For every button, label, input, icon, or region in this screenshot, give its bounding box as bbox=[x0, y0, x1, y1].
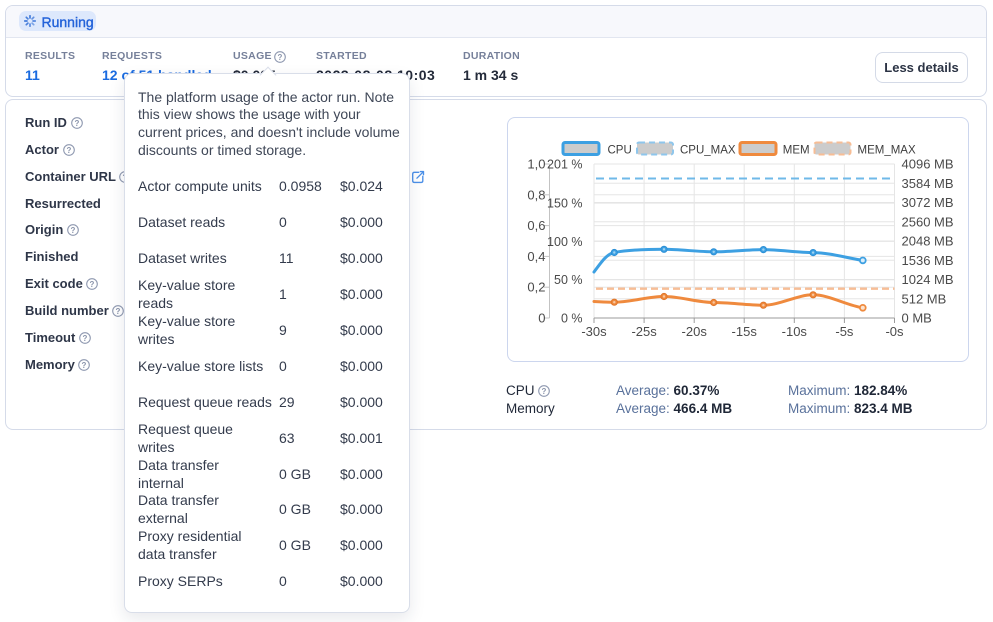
svg-text:?: ? bbox=[116, 307, 121, 316]
svg-text:0,2: 0,2 bbox=[527, 280, 545, 295]
svg-text:?: ? bbox=[82, 334, 87, 343]
svg-text:50 %: 50 % bbox=[554, 273, 583, 287]
svg-text:-0s: -0s bbox=[885, 324, 904, 339]
svg-text:?: ? bbox=[542, 387, 547, 396]
svg-text:2560 MB: 2560 MB bbox=[901, 214, 953, 229]
svg-text:1536 MB: 1536 MB bbox=[901, 253, 953, 268]
svg-text:?: ? bbox=[70, 226, 75, 235]
svg-text:201 %: 201 % bbox=[547, 158, 582, 172]
svg-text:1024 MB: 1024 MB bbox=[901, 272, 953, 287]
svg-text:-10s: -10s bbox=[781, 324, 807, 339]
svg-text:?: ? bbox=[66, 145, 71, 154]
svg-text:-25s: -25s bbox=[631, 324, 657, 339]
svg-text:0,8: 0,8 bbox=[527, 187, 545, 202]
svg-text:100 %: 100 % bbox=[547, 235, 582, 249]
svg-text:512 MB: 512 MB bbox=[901, 291, 946, 306]
svg-text:-20s: -20s bbox=[681, 324, 707, 339]
svg-text:MEM_MAX: MEM_MAX bbox=[857, 145, 915, 157]
svg-text:CPU_MAX: CPU_MAX bbox=[680, 145, 736, 157]
svg-text:?: ? bbox=[90, 280, 95, 289]
svg-text:2048 MB: 2048 MB bbox=[901, 234, 953, 249]
svg-text:150 %: 150 % bbox=[547, 197, 582, 211]
svg-text:-15s: -15s bbox=[731, 324, 757, 339]
svg-text:-30s: -30s bbox=[581, 324, 607, 339]
svg-text:0: 0 bbox=[538, 311, 545, 326]
svg-text:0 MB: 0 MB bbox=[901, 311, 931, 326]
svg-text:?: ? bbox=[74, 118, 79, 127]
svg-text:?: ? bbox=[277, 52, 282, 61]
svg-text:0,6: 0,6 bbox=[527, 218, 545, 233]
svg-text:3072 MB: 3072 MB bbox=[901, 195, 953, 210]
svg-text:4096 MB: 4096 MB bbox=[901, 157, 953, 172]
svg-text:CPU: CPU bbox=[607, 145, 631, 157]
svg-text:0,4: 0,4 bbox=[527, 249, 545, 264]
svg-text:?: ? bbox=[82, 361, 87, 370]
svg-text:MEM: MEM bbox=[782, 145, 809, 157]
svg-text:-5s: -5s bbox=[835, 324, 854, 339]
svg-text:0 %: 0 % bbox=[560, 312, 582, 326]
svg-text:1,0: 1,0 bbox=[527, 157, 545, 172]
svg-text:3584 MB: 3584 MB bbox=[901, 176, 953, 191]
